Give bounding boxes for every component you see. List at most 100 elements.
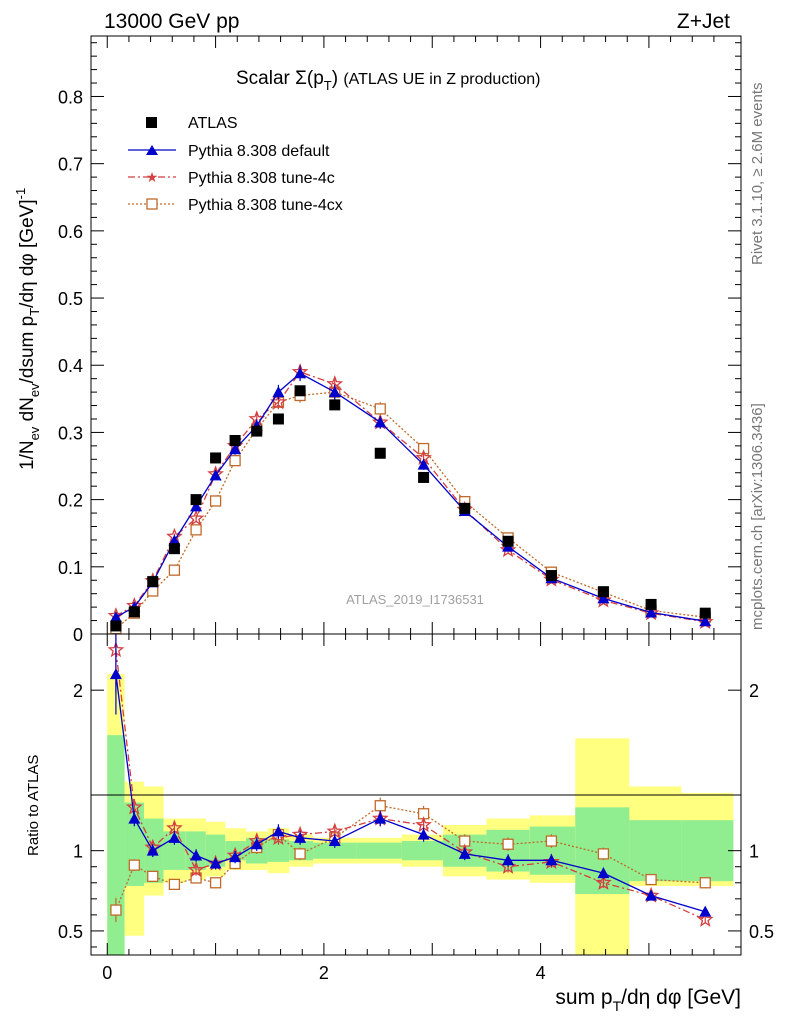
ratio-point xyxy=(545,854,558,866)
ratio-y-tick-label-right: 0.5 xyxy=(749,922,774,942)
ratio-y-tick-label-right: 1 xyxy=(749,842,759,862)
data-point xyxy=(229,443,242,455)
data-point xyxy=(328,386,341,398)
series-atlas xyxy=(110,385,711,632)
data-point xyxy=(597,592,610,604)
green-band-bin xyxy=(629,820,682,882)
y-tick-label: 0.8 xyxy=(58,87,83,107)
ratio-x-axis: 0 2 4 xyxy=(102,634,715,983)
y-tick-label: 0.7 xyxy=(58,155,83,175)
data-point xyxy=(597,586,609,598)
x-tick-label: 4 xyxy=(536,963,546,983)
data-point xyxy=(147,576,159,588)
ratio-point xyxy=(595,874,612,890)
y-tick-label: 0.5 xyxy=(58,289,83,309)
data-point xyxy=(417,458,430,470)
ratio-point xyxy=(168,878,181,891)
data-point xyxy=(699,607,711,619)
green-band-bin xyxy=(356,842,402,859)
legend-label: Pythia 8.308 tune-4c xyxy=(188,170,335,187)
ratio-point xyxy=(417,828,430,840)
ratio-point xyxy=(250,838,263,850)
data-point xyxy=(294,367,307,379)
ratio-point xyxy=(110,904,122,916)
ratio-y-tick-label: 0.5 xyxy=(58,922,83,942)
rivet-label: Rivet 3.1.10, ≥ 2.6M events xyxy=(749,83,766,266)
main-x-ticks xyxy=(106,36,715,634)
ratio-point xyxy=(696,910,714,927)
x-tick-label: 0 xyxy=(102,963,112,983)
ratio-panel: 0.5 0.5 1 1 2 2 0 2 4 Ratio to ATLAS sum pT/dη … xyxy=(25,633,774,1014)
ratio-y-axis: 0.5 0.5 1 1 2 2 xyxy=(58,681,774,948)
data-point xyxy=(229,454,241,467)
data-point xyxy=(209,495,222,507)
ratio-point xyxy=(209,877,222,889)
data-point xyxy=(272,386,285,398)
ratio-point xyxy=(294,831,307,843)
y-tick-label: 0.4 xyxy=(58,356,83,376)
legend-marker-open-square xyxy=(146,198,158,210)
ratio-point xyxy=(502,854,515,866)
data-point xyxy=(168,534,181,546)
main-panel: 0 0.1 0.2 0.3 0.4 0.5 0.6 0.7 0.8 Scalar Σ(pT) (… xyxy=(13,35,742,645)
data-point xyxy=(168,543,180,555)
ratio-point xyxy=(597,867,610,879)
data-point xyxy=(374,416,387,428)
green-band-bin xyxy=(107,735,125,955)
data-point xyxy=(645,598,657,610)
ratio-series-default xyxy=(109,634,712,917)
data-point xyxy=(374,447,386,459)
data-point xyxy=(329,399,341,411)
legend-entry-tune4cx: Pythia 8.308 tune-4cx xyxy=(128,197,343,214)
ratio-point xyxy=(109,668,122,680)
data-point xyxy=(229,434,241,446)
data-point xyxy=(110,620,122,632)
data-point xyxy=(418,471,430,483)
legend-entry-atlas: ATLAS xyxy=(146,115,238,132)
data-point xyxy=(459,502,471,514)
legend-marker-triangle xyxy=(146,145,158,155)
ratio-point xyxy=(272,825,285,837)
data-point xyxy=(190,524,202,536)
legend: ATLAS Pythia 8.308 default ★ Pythia 8.30… xyxy=(128,115,343,214)
ratio-point xyxy=(294,848,306,860)
ratio-point xyxy=(545,835,558,847)
header-right: Z+Jet xyxy=(677,10,730,33)
ratio-point xyxy=(147,870,159,883)
header-left: 13000 GeV pp xyxy=(104,10,239,33)
ratio-point xyxy=(128,812,141,824)
green-band-bin xyxy=(267,839,290,862)
ratio-frame xyxy=(90,633,742,956)
ratio-point xyxy=(699,877,711,889)
x-tick-label: 2 xyxy=(319,963,329,983)
data-point xyxy=(109,611,122,623)
main-plot-area xyxy=(107,363,714,635)
ratio-point xyxy=(187,861,205,878)
ratio-y-tick-label: 2 xyxy=(73,681,83,701)
ratio-point xyxy=(374,812,387,824)
data-point xyxy=(294,385,306,397)
data-point xyxy=(502,535,514,547)
ratio-point xyxy=(328,835,341,847)
y-tick-label: 0.3 xyxy=(58,423,83,443)
mcplots-label: mcplots.cern.ch [arXiv:1306.3436] xyxy=(749,403,766,630)
ratio-point xyxy=(645,889,658,901)
ratio-point xyxy=(645,873,657,886)
data-point xyxy=(210,452,222,464)
data-point xyxy=(374,403,386,415)
ratio-point xyxy=(126,798,143,815)
ratio-point xyxy=(146,844,159,856)
ratio-point xyxy=(458,847,471,859)
ratio-point xyxy=(209,857,222,869)
data-point xyxy=(209,469,222,481)
ratio-point xyxy=(597,848,610,860)
series-line xyxy=(115,371,706,623)
ratio-uncertainty-bands xyxy=(107,674,734,955)
legend-entry-tune4c: ★ Pythia 8.308 tune-4c xyxy=(128,169,335,187)
data-point xyxy=(168,564,181,576)
ratio-y-tick-label-right: 2 xyxy=(749,681,759,701)
ratio-point xyxy=(190,849,203,861)
x-axis-label: sum pT/dη dφ [GeV] xyxy=(555,986,741,1014)
data-point xyxy=(699,615,712,627)
